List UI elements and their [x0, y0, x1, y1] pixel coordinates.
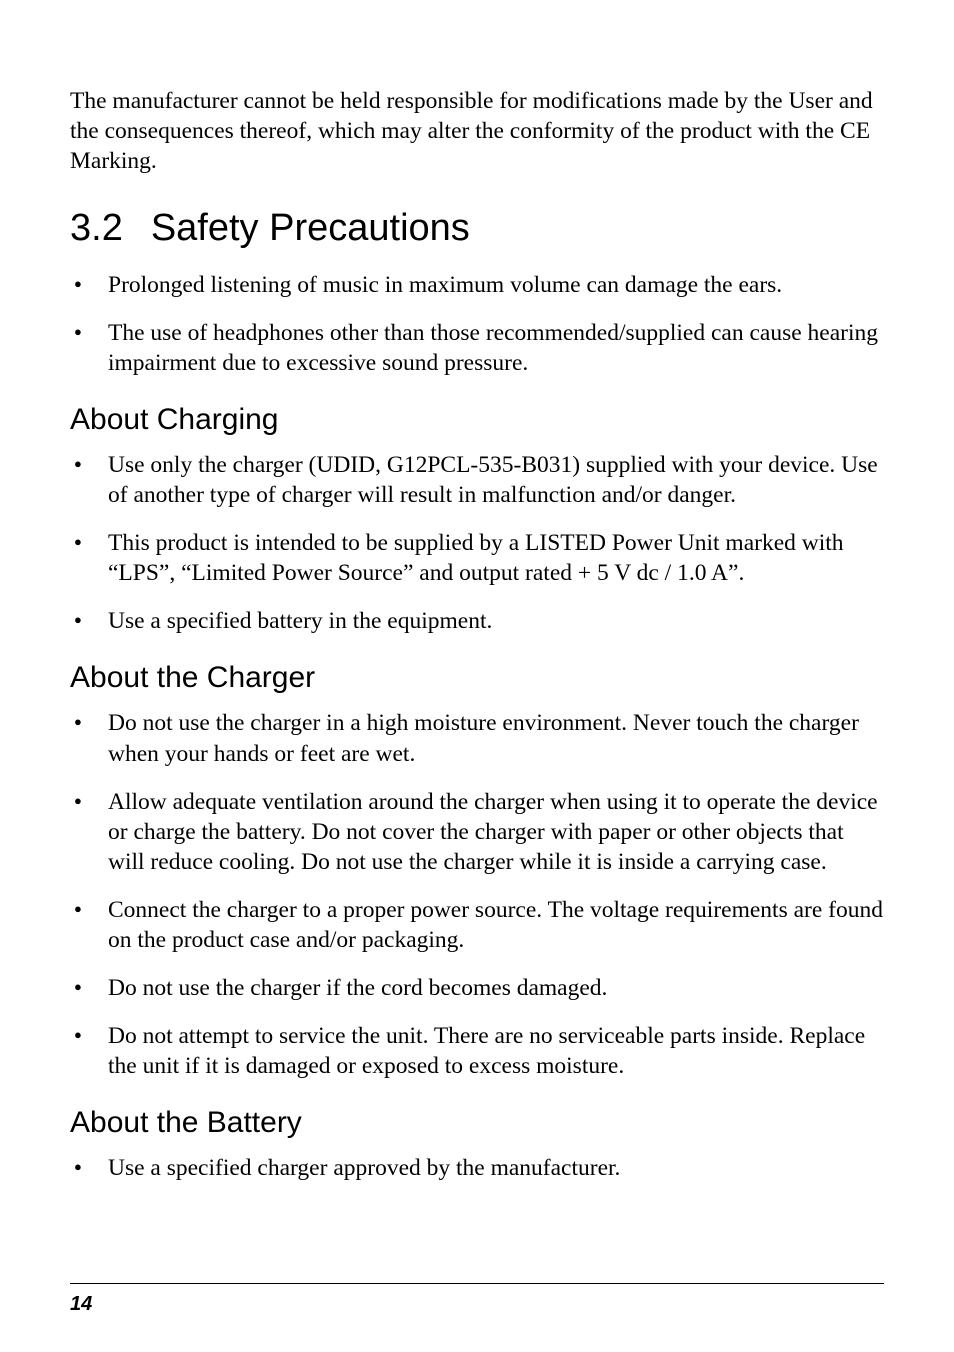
list-item: Connect the charger to a proper power so…	[70, 895, 884, 955]
subsection-bullet-list: Do not use the charger in a high moistur…	[70, 708, 884, 1081]
list-item: Do not attempt to service the unit. Ther…	[70, 1021, 884, 1081]
subsection-bullet-list: Use a specified charger approved by the …	[70, 1153, 884, 1183]
list-item: This product is intended to be supplied …	[70, 528, 884, 588]
section-number: 3.2	[70, 206, 123, 252]
list-item: Use only the charger (UDID, G12PCL-535-B…	[70, 450, 884, 510]
list-item: Use a specified charger approved by the …	[70, 1153, 884, 1183]
footer-rule	[70, 1283, 884, 1284]
section-heading: 3.2 Safety Precautions	[70, 206, 884, 252]
list-item: Do not use the charger in a high moistur…	[70, 708, 884, 768]
subsection-heading: About Charging	[70, 402, 884, 438]
section-title: Safety Precautions	[151, 207, 470, 249]
list-item: The use of headphones other than those r…	[70, 318, 884, 378]
list-item: Use a specified battery in the equipment…	[70, 606, 884, 636]
document-page: The manufacturer cannot be held responsi…	[0, 0, 954, 1352]
list-item: Allow adequate ventilation around the ch…	[70, 787, 884, 877]
page-number: 14	[70, 1293, 92, 1316]
intro-paragraph: The manufacturer cannot be held responsi…	[70, 86, 884, 176]
list-item: Prolonged listening of music in maximum …	[70, 270, 884, 300]
top-bullet-list: Prolonged listening of music in maximum …	[70, 270, 884, 378]
subsection-bullet-list: Use only the charger (UDID, G12PCL-535-B…	[70, 450, 884, 636]
list-item: Do not use the charger if the cord becom…	[70, 973, 884, 1003]
subsection-heading: About the Charger	[70, 660, 884, 696]
subsection-heading: About the Battery	[70, 1105, 884, 1141]
